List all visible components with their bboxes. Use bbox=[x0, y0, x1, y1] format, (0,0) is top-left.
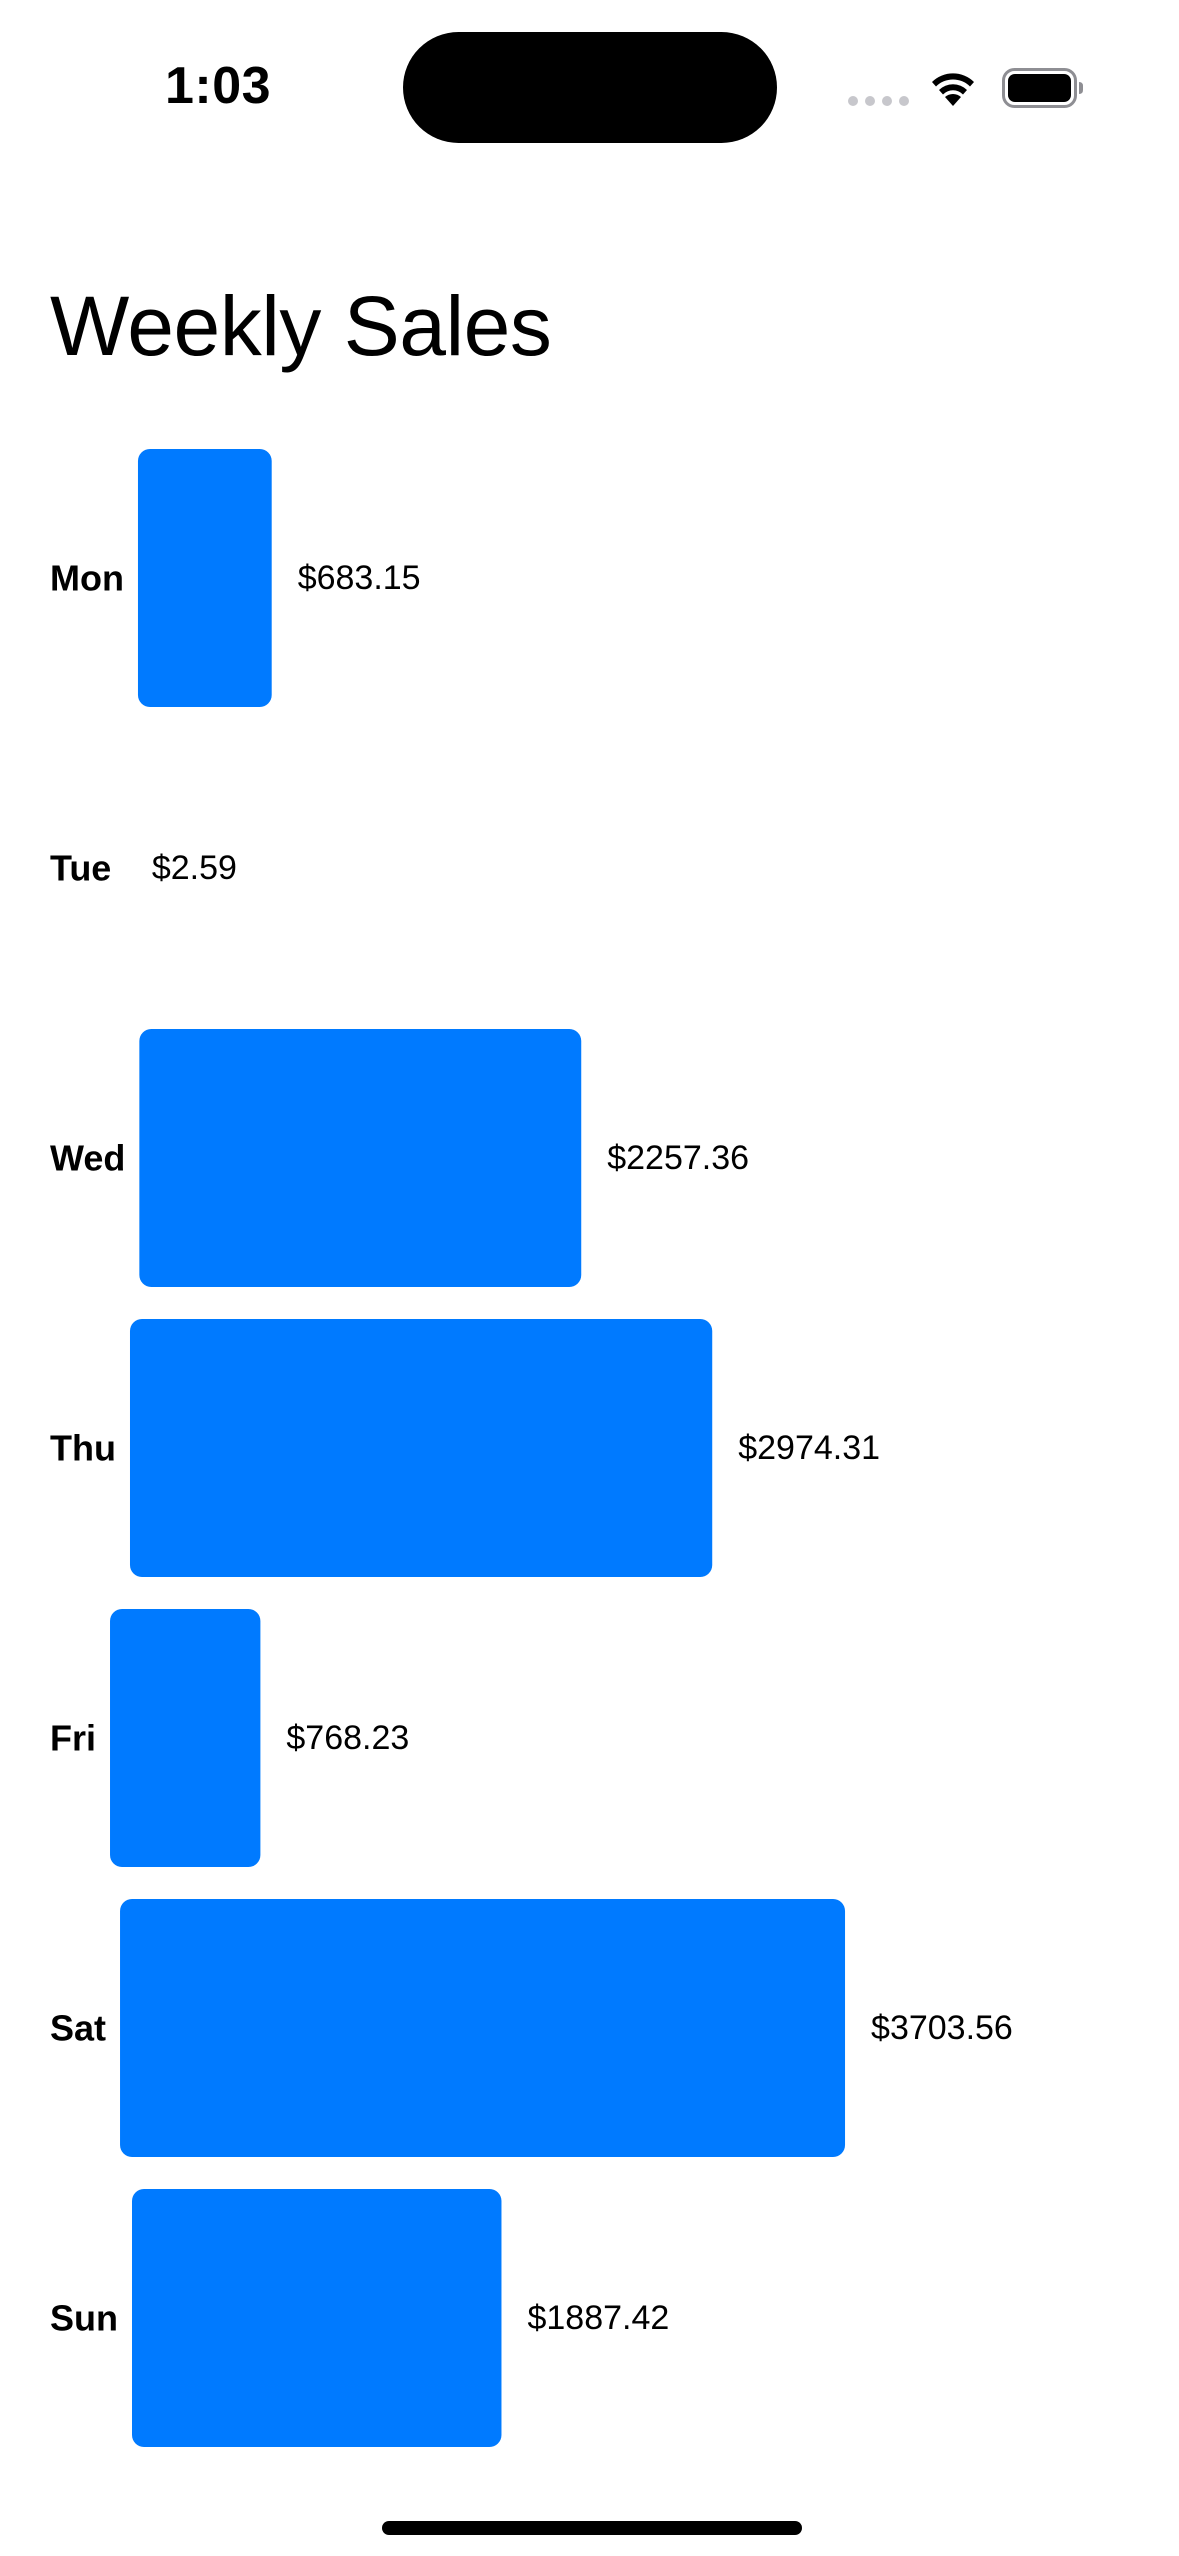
dynamic-island bbox=[403, 32, 777, 143]
cellular-signal-icon bbox=[848, 96, 909, 106]
value-label-tue: $2.59 bbox=[152, 849, 237, 887]
category-label-wed: Wed bbox=[50, 1138, 125, 1179]
bar-thu bbox=[129, 1319, 713, 1577]
category-label-mon: Mon bbox=[50, 558, 124, 599]
value-label-sun: $1887.42 bbox=[527, 2299, 669, 2337]
category-label-fri: Fri bbox=[50, 1718, 96, 1759]
bar-wed bbox=[139, 1029, 582, 1287]
value-label-fri: $768.23 bbox=[286, 1719, 409, 1757]
home-indicator[interactable] bbox=[382, 2521, 802, 2535]
value-label-wed: $2257.36 bbox=[607, 1139, 749, 1177]
value-label-sat: $3703.56 bbox=[871, 2009, 1013, 2047]
status-bar: 1:03 bbox=[0, 0, 1179, 150]
status-time: 1:03 bbox=[165, 57, 272, 115]
value-label-thu: $2974.31 bbox=[738, 1429, 880, 1467]
category-label-thu: Thu bbox=[50, 1428, 116, 1469]
value-label-mon: $683.15 bbox=[298, 559, 421, 597]
bar-sat bbox=[120, 1899, 846, 2157]
bar-mon bbox=[137, 449, 272, 707]
bar-sun bbox=[132, 2189, 502, 2447]
category-label-sun: Sun bbox=[50, 2298, 118, 2339]
battery-icon bbox=[1002, 68, 1083, 108]
wifi-icon bbox=[932, 73, 974, 106]
category-label-sat: Sat bbox=[50, 2008, 106, 2049]
bar-fri bbox=[110, 1609, 261, 1867]
category-label-tue: Tue bbox=[50, 848, 111, 889]
page-title: Weekly Sales bbox=[50, 279, 552, 373]
